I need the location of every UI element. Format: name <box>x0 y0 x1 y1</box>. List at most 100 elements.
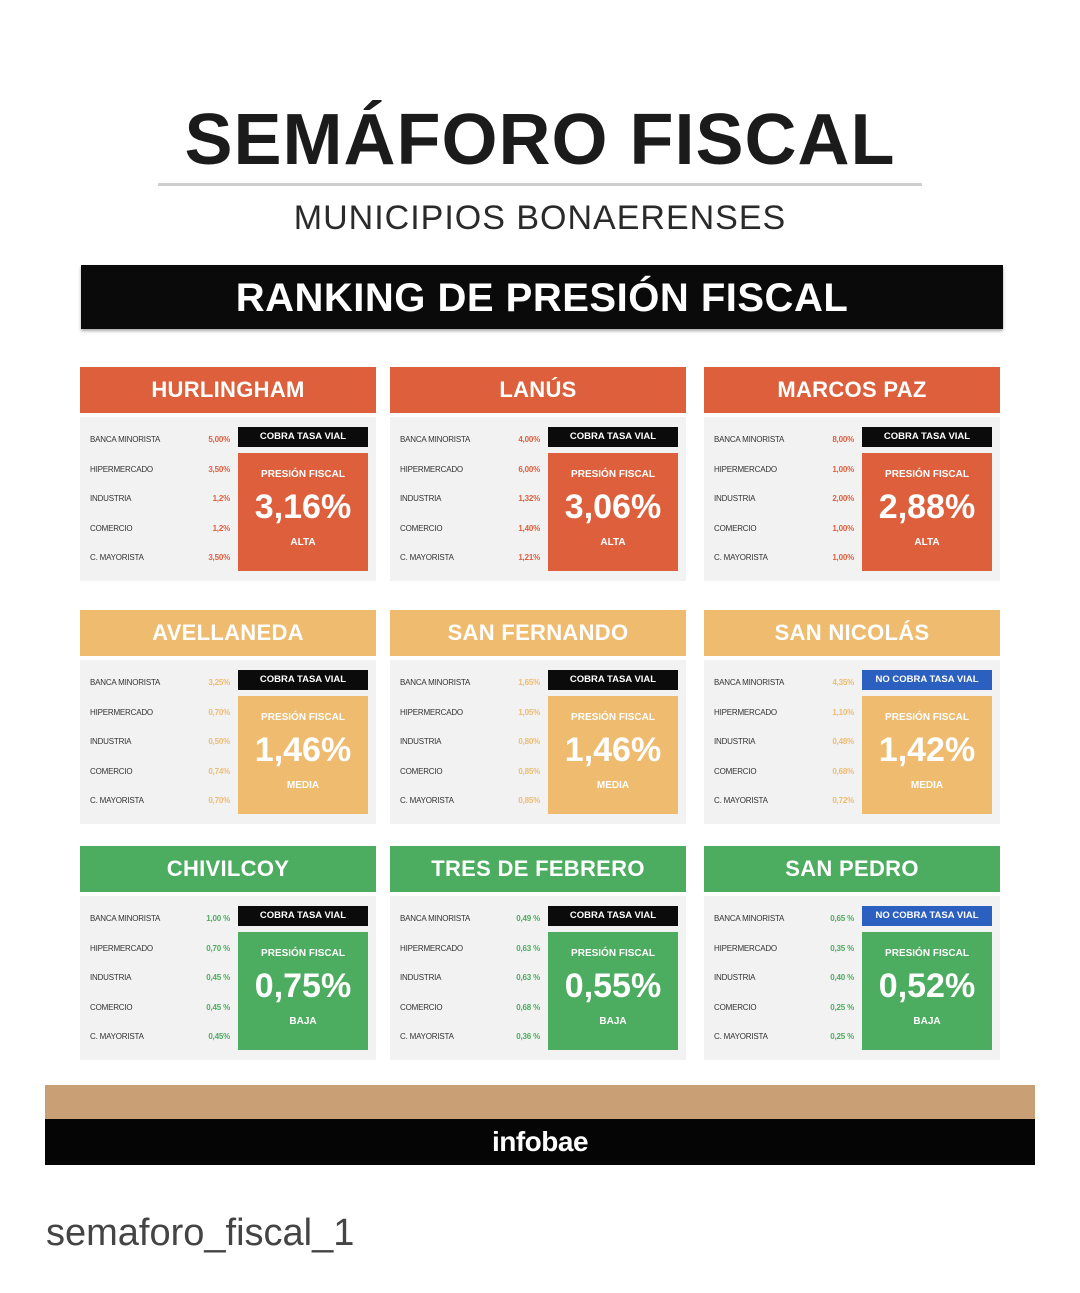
rate-row: C. MAYORISTA 0,36 % <box>400 1022 540 1052</box>
municipality-card-body: BANCA MINORISTA 4,35% HIPERMERCADO 1,10% IND… <box>704 660 1000 824</box>
page-subtitle: MUNICIPIOS BONAERENSES <box>293 199 787 237</box>
pressure-level: ALTA <box>600 537 626 548</box>
rate-label: HIPERMERCADO <box>714 943 777 953</box>
brand-logo: infobae <box>491 1126 589 1157</box>
rate-row: COMERCIO 1,2% <box>90 514 230 544</box>
pressure-level: BAJA <box>599 1016 627 1027</box>
rate-value: 1,00 % <box>206 914 230 924</box>
title-divider <box>158 183 922 186</box>
rate-label: COMERCIO <box>400 523 443 533</box>
rate-label: BANCA MINORISTA <box>400 678 471 688</box>
rate-label: BANCA MINORISTA <box>714 914 785 924</box>
municipality-card: LANÚS BANCA MINORISTA 4,00% HIPERMERCADO 6,0… <box>390 367 686 581</box>
municipality-name: SAN PEDRO <box>704 846 1000 892</box>
rate-label: HIPERMERCADO <box>90 943 153 953</box>
rate-row: COMERCIO 0,74% <box>90 757 230 787</box>
rate-row: C. MAYORISTA 0,45% <box>90 1022 230 1052</box>
rate-label: BANCA MINORISTA <box>714 678 785 688</box>
rate-row: INDUSTRIA 0,45 % <box>90 963 230 993</box>
rate-label: BANCA MINORISTA <box>400 435 471 445</box>
municipality-card-body: BANCA MINORISTA 0,65 % HIPERMERCADO 0,35 % I… <box>704 896 1000 1060</box>
rate-value: 1,21% <box>518 553 540 563</box>
rate-row: COMERCIO 1,40% <box>400 514 540 544</box>
rate-row: COMERCIO 0,68% <box>714 757 854 787</box>
pressure-label: PRESIÓN FISCAL <box>571 469 655 480</box>
rate-value: 0,70% <box>208 796 230 806</box>
pressure-box: PRESIÓN FISCAL 3,06% ALTA <box>548 453 678 571</box>
rate-value: 1,10% <box>832 707 854 717</box>
rate-label: COMERCIO <box>90 1002 133 1012</box>
pressure-box: PRESIÓN FISCAL 2,88% ALTA <box>862 453 992 571</box>
pressure-value: 3,06% <box>564 488 662 526</box>
rate-label: INDUSTRIA <box>90 737 132 747</box>
rate-value: 8,00% <box>832 435 854 445</box>
rate-row: BANCA MINORISTA 1,00 % <box>90 904 230 934</box>
rate-row: HIPERMERCADO 1,10% <box>714 698 854 728</box>
rate-label: INDUSTRIA <box>714 737 756 747</box>
municipality-name: SAN FERNANDO <box>390 610 686 656</box>
pressure-box: PRESIÓN FISCAL 1,46% MEDIA <box>548 696 678 814</box>
rates-list: BANCA MINORISTA 5,00% HIPERMERCADO 3,50% IND… <box>90 425 230 573</box>
pressure-value: 0,52% <box>878 967 976 1005</box>
rate-label: HIPERMERCADO <box>90 707 153 717</box>
rate-value: 0,85% <box>518 796 540 806</box>
pressure-label: PRESIÓN FISCAL <box>571 948 655 959</box>
rate-row: BANCA MINORISTA 0,49 % <box>400 904 540 934</box>
pressure-value: 1,46% <box>564 731 662 769</box>
rate-label: COMERCIO <box>400 1002 443 1012</box>
rate-label: COMERCIO <box>714 523 757 533</box>
rate-row: INDUSTRIA 0,50% <box>90 727 230 757</box>
rate-label: C. MAYORISTA <box>90 553 144 563</box>
rate-value: 6,00% <box>518 464 540 474</box>
municipality-card: AVELLANEDA BANCA MINORISTA 3,25% HIPERMERCA… <box>80 610 376 824</box>
rate-label: HIPERMERCADO <box>90 464 153 474</box>
tasa-vial-badge: COBRA TASA VIAL <box>548 670 678 690</box>
rate-value: 1,40% <box>518 523 540 533</box>
pressure-level: MEDIA <box>286 780 320 791</box>
rate-row: INDUSTRIA 0,80% <box>400 727 540 757</box>
rate-row: HIPERMERCADO 1,00% <box>714 455 854 485</box>
rate-value: 0,85% <box>518 766 540 776</box>
pressure-value: 1,46% <box>254 731 352 769</box>
rate-label: BANCA MINORISTA <box>714 435 785 445</box>
municipality-card: CHIVILCOY BANCA MINORISTA 1,00 % HIPERMERCA… <box>80 846 376 1060</box>
rate-row: COMERCIO 0,68 % <box>400 993 540 1023</box>
municipality-card-body: BANCA MINORISTA 1,65% HIPERMERCADO 1,05% IND… <box>390 660 686 824</box>
pressure-level: ALTA <box>290 537 316 548</box>
municipality-name: CHIVILCOY <box>80 846 376 892</box>
municipality-card: SAN PEDRO BANCA MINORISTA 0,65 % HIPERMERCA… <box>704 846 1000 1060</box>
rate-value: 0,63 % <box>516 973 540 983</box>
rate-label: INDUSTRIA <box>714 494 756 504</box>
municipality-name: HURLINGHAM <box>80 367 376 413</box>
rate-value: 0,68 % <box>516 1002 540 1012</box>
pressure-level: BAJA <box>289 1016 317 1027</box>
rate-label: C. MAYORISTA <box>714 1032 768 1042</box>
rate-value: 0,25 % <box>830 1032 854 1042</box>
pressure-box: PRESIÓN FISCAL 0,55% BAJA <box>548 932 678 1050</box>
pressure-value: 3,16% <box>254 488 352 526</box>
rate-row: BANCA MINORISTA 1,65% <box>400 668 540 698</box>
rate-value: 0,40 % <box>830 973 854 983</box>
rate-value: 0,68% <box>832 766 854 776</box>
rate-value: 5,00% <box>208 435 230 445</box>
image-caption: semaforo_fiscal_1 <box>46 1212 355 1254</box>
municipality-card: SAN NICOLÁS BANCA MINORISTA 4,35% HIPERMERC… <box>704 610 1000 824</box>
rate-label: BANCA MINORISTA <box>90 678 161 688</box>
footer-brand-bar: infobae <box>45 1119 1035 1165</box>
pressure-value: 1,42% <box>878 731 976 769</box>
rate-label: COMERCIO <box>90 766 133 776</box>
rate-label: COMERCIO <box>714 1002 757 1012</box>
rates-list: BANCA MINORISTA 8,00% HIPERMERCADO 1,00% IND… <box>714 425 854 573</box>
ranking-banner: RANKING DE PRESIÓN FISCAL <box>81 265 1003 329</box>
rates-list: BANCA MINORISTA 1,00 % HIPERMERCADO 0,70 % I… <box>90 904 230 1052</box>
rate-label: C. MAYORISTA <box>90 796 144 806</box>
rates-list: BANCA MINORISTA 4,00% HIPERMERCADO 6,00% IND… <box>400 425 540 573</box>
rate-row: HIPERMERCADO 0,35 % <box>714 934 854 964</box>
rate-value: 0,50% <box>208 737 230 747</box>
tasa-vial-badge: COBRA TASA VIAL <box>238 906 368 926</box>
pressure-value: 2,88% <box>878 488 976 526</box>
municipality-card-body: BANCA MINORISTA 0,49 % HIPERMERCADO 0,63 % I… <box>390 896 686 1060</box>
municipality-name: MARCOS PAZ <box>704 367 1000 413</box>
municipality-card-body: BANCA MINORISTA 1,00 % HIPERMERCADO 0,70 % I… <box>80 896 376 1060</box>
rate-value: 0,70 % <box>206 943 230 953</box>
